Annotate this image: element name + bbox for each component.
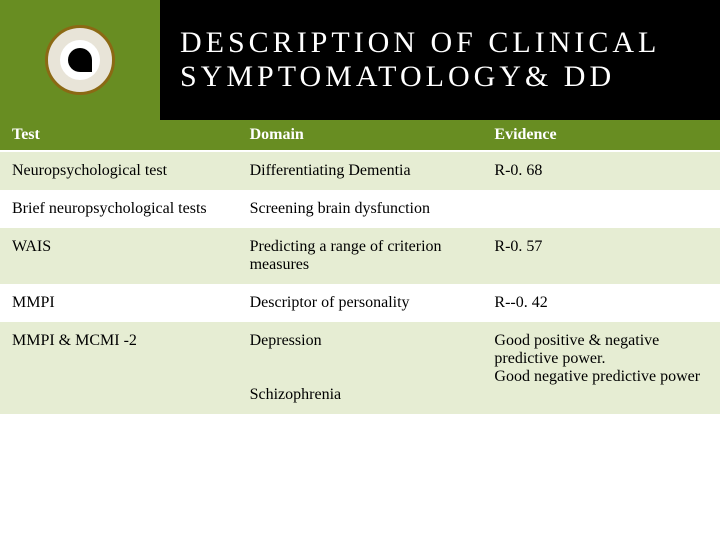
cell-evidence: R-0. 68 xyxy=(482,151,720,190)
table-container: Test Domain Evidence Neuropsychological … xyxy=(0,120,720,414)
cell-evidence xyxy=(482,190,720,228)
table-header-row: Test Domain Evidence xyxy=(0,120,720,151)
title-line-1: DESCRIPTION OF CLINICAL xyxy=(180,26,720,60)
table-row: MMPI Descriptor of personality R--0. 42 xyxy=(0,284,720,322)
institution-logo xyxy=(45,25,115,95)
logo-inner-circle xyxy=(60,40,100,80)
cell-test: Neuropsychological test xyxy=(0,151,238,190)
cell-domain: Descriptor of personality xyxy=(238,284,483,322)
cell-evidence: R-0. 57 xyxy=(482,228,720,284)
cell-evidence: Good positive & negative predictive powe… xyxy=(482,322,720,414)
table-row: Neuropsychological test Differentiating … xyxy=(0,151,720,190)
cell-domain: DepressionSchizophrenia xyxy=(238,322,483,414)
header-title-area: DESCRIPTION OF CLINICAL SYMPTOMATOLOGY& … xyxy=(160,0,720,120)
cell-domain: Screening brain dysfunction xyxy=(238,190,483,228)
clinical-table: Test Domain Evidence Neuropsychological … xyxy=(0,120,720,414)
table-row: Brief neuropsychological tests Screening… xyxy=(0,190,720,228)
cell-test: MMPI xyxy=(0,284,238,322)
col-header-evidence: Evidence xyxy=(482,120,720,151)
col-header-domain: Domain xyxy=(238,120,483,151)
swan-icon xyxy=(68,48,92,72)
title-line-2: SYMPTOMATOLOGY& DD xyxy=(180,60,720,94)
cell-test: MMPI & MCMI -2 xyxy=(0,322,238,414)
cell-domain: Predicting a range of criterion measures xyxy=(238,228,483,284)
cell-test: Brief neuropsychological tests xyxy=(0,190,238,228)
cell-test: WAIS xyxy=(0,228,238,284)
table-row: MMPI & MCMI -2 DepressionSchizophrenia G… xyxy=(0,322,720,414)
header-logo-area xyxy=(0,0,160,120)
cell-domain: Differentiating Dementia xyxy=(238,151,483,190)
col-header-test: Test xyxy=(0,120,238,151)
slide-header: DESCRIPTION OF CLINICAL SYMPTOMATOLOGY& … xyxy=(0,0,720,120)
table-row: WAIS Predicting a range of criterion mea… xyxy=(0,228,720,284)
table-body: Neuropsychological test Differentiating … xyxy=(0,151,720,414)
cell-evidence: R--0. 42 xyxy=(482,284,720,322)
